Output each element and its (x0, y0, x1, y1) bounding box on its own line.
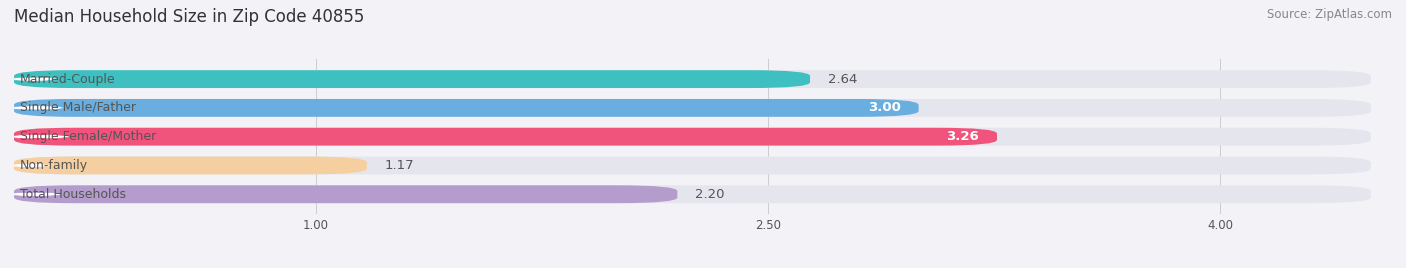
FancyBboxPatch shape (14, 99, 918, 117)
FancyBboxPatch shape (6, 106, 67, 110)
Text: 2.64: 2.64 (828, 73, 858, 85)
Text: 2.20: 2.20 (696, 188, 725, 201)
Text: Non-family: Non-family (20, 159, 89, 172)
FancyBboxPatch shape (14, 128, 997, 146)
FancyBboxPatch shape (14, 70, 1371, 88)
FancyBboxPatch shape (6, 163, 53, 168)
Text: Total Households: Total Households (20, 188, 127, 201)
Text: Single Female/Mother: Single Female/Mother (20, 130, 156, 143)
Text: 3.00: 3.00 (868, 101, 900, 114)
FancyBboxPatch shape (14, 157, 367, 174)
Text: Source: ZipAtlas.com: Source: ZipAtlas.com (1267, 8, 1392, 21)
Text: Single Male/Father: Single Male/Father (20, 101, 136, 114)
FancyBboxPatch shape (14, 128, 1371, 146)
FancyBboxPatch shape (6, 77, 62, 81)
Text: Median Household Size in Zip Code 40855: Median Household Size in Zip Code 40855 (14, 8, 364, 26)
FancyBboxPatch shape (6, 134, 73, 139)
FancyBboxPatch shape (14, 70, 810, 88)
Text: Married-Couple: Married-Couple (20, 73, 115, 85)
Text: 1.17: 1.17 (385, 159, 415, 172)
FancyBboxPatch shape (14, 99, 1371, 117)
FancyBboxPatch shape (6, 192, 65, 197)
Text: 3.26: 3.26 (946, 130, 979, 143)
FancyBboxPatch shape (14, 185, 678, 203)
FancyBboxPatch shape (14, 185, 1371, 203)
FancyBboxPatch shape (14, 157, 1371, 174)
